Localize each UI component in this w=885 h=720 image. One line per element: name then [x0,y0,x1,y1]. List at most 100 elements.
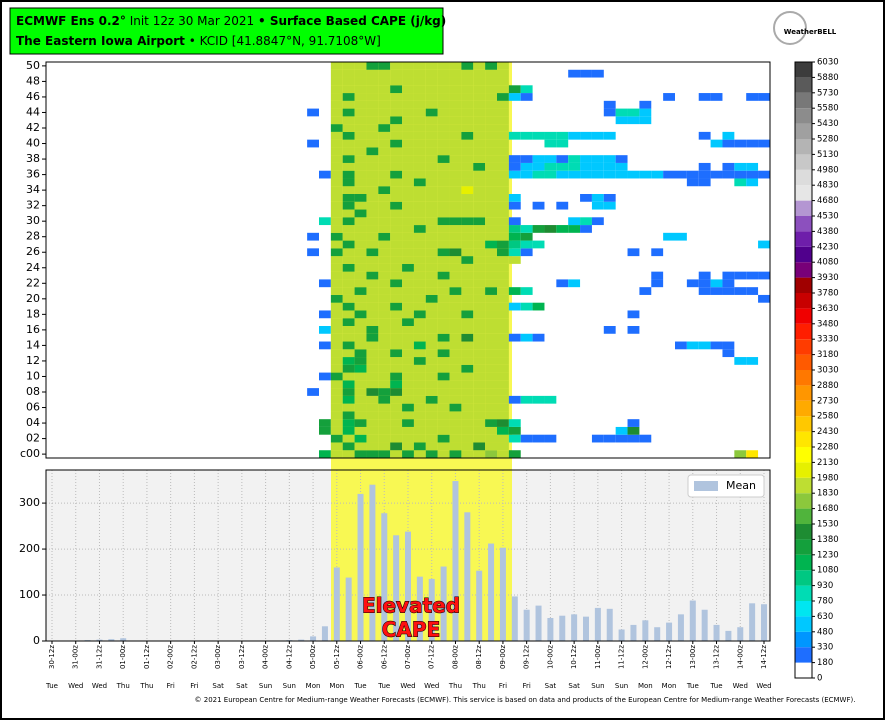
cell [366,318,379,326]
cell [307,248,319,257]
cell [461,209,474,218]
cell [485,178,497,187]
cell [366,248,379,257]
cell [319,419,331,427]
cell [330,279,343,288]
cell [746,162,759,171]
cell [402,178,414,187]
cell [319,341,331,350]
cell [354,194,367,202]
x-tick-label: 02-12z [190,645,198,669]
colorbar-segment [795,200,812,216]
cell [461,442,474,451]
cell [746,170,759,179]
cell [390,326,403,334]
cell [473,310,486,319]
x-tick-label: 14-12z [760,645,768,669]
cell [390,209,403,218]
cell [437,372,450,381]
cell [473,108,486,117]
bar [654,627,661,641]
day-label: Wed [733,682,748,690]
cell [366,263,379,272]
cell [544,139,557,148]
cell [746,357,759,365]
cell [449,77,462,86]
cell [485,100,497,109]
cell [461,155,474,163]
cell [485,225,497,233]
cell [413,116,426,125]
cell [449,294,462,303]
cell [366,209,379,218]
cell [402,388,414,396]
cell [378,450,391,458]
cell [402,256,414,264]
cell [508,217,521,226]
cell [603,201,616,210]
cell [390,248,403,257]
cell [378,403,391,412]
colorbar-segment [795,246,812,263]
cell [307,108,319,117]
cell [330,170,343,179]
bar [476,570,483,641]
bar [749,603,756,641]
cell [437,310,450,319]
cell [437,426,450,435]
day-label: Mon [662,682,677,690]
cell [366,194,379,202]
cell [378,124,391,132]
cell [461,248,474,257]
cell [508,240,521,249]
cell [627,419,640,427]
cell [366,217,379,226]
cell [378,232,391,241]
colorbar-segment [795,508,812,524]
cell [758,294,770,303]
day-label: Sat [545,682,557,690]
cell [425,411,438,420]
cell [402,442,414,451]
cell [710,139,723,148]
cell [342,310,355,319]
cell [330,93,343,101]
header-part: Init 12z 30 Mar 2021 [126,14,258,28]
cell [402,232,414,241]
cell [413,411,426,420]
bar [499,547,506,641]
cell [508,287,521,295]
y-tick-label: 300 [19,496,40,509]
colorbar-label: 630 [817,612,833,622]
cell [354,116,367,125]
cell [461,116,474,125]
cell [449,178,462,187]
cell [497,178,509,187]
cell [461,147,474,156]
colorbar-label: 2430 [817,427,839,437]
cell [354,294,367,303]
cell [449,364,462,373]
colorbar-label: 5130 [817,150,839,160]
cell [485,380,497,389]
cell [307,139,319,148]
cell [354,442,367,451]
cell [580,155,592,163]
x-tick-label: 06-12z [380,645,388,669]
cell [437,287,450,295]
cell [710,170,723,179]
cell [413,318,426,326]
cell [330,271,343,280]
colorbar-label: 1680 [817,504,839,514]
cell [461,403,474,412]
cell [580,131,592,140]
cell [508,426,521,435]
cell [437,364,450,373]
cell [497,287,509,295]
cell [390,450,403,458]
bar [369,484,376,641]
cell [473,77,486,86]
cell [663,232,675,241]
cell [378,357,391,365]
y-tick-label: 46 [26,90,40,103]
